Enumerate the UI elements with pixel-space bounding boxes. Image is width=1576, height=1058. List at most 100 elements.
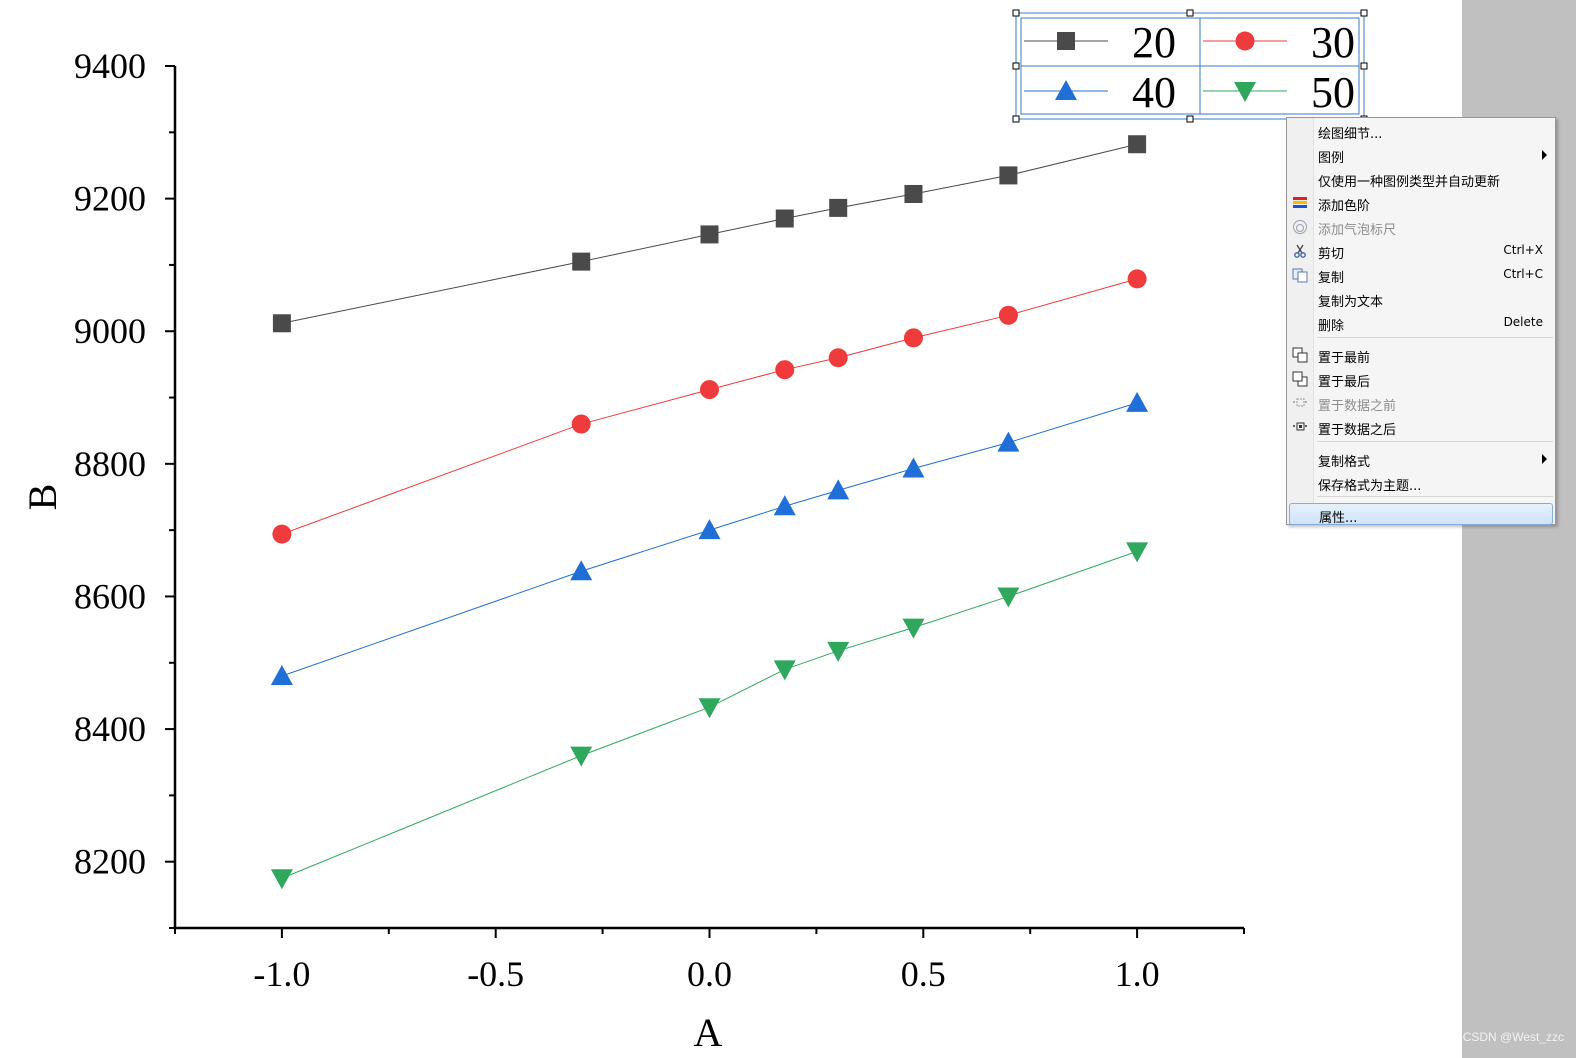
- data-point-40[interactable]: [773, 495, 796, 516]
- y-tick-label: 8800: [74, 444, 146, 484]
- menu-item-label: 添加气泡标尺: [1318, 223, 1397, 238]
- selection-handle[interactable]: [1012, 9, 1020, 17]
- legend-marker-20[interactable]: [1057, 32, 1075, 50]
- data-point-50[interactable]: [773, 660, 796, 681]
- data-point-30[interactable]: [775, 360, 795, 380]
- series-30[interactable]: [272, 269, 1147, 544]
- series-line-20[interactable]: [281, 143, 1138, 324]
- data-point-20[interactable]: [572, 252, 591, 271]
- menu-item-2[interactable]: 仅使用一种图例类型并自动更新: [1289, 168, 1553, 190]
- series-40[interactable]: [270, 391, 1149, 686]
- graph-canvas[interactable]: [0, 0, 1462, 1058]
- data-point-20[interactable]: [700, 225, 719, 244]
- data-point-20[interactable]: [775, 209, 794, 228]
- x-tick-label: -0.5: [467, 954, 524, 994]
- legend-entry-40[interactable]: 40: [1024, 68, 1176, 117]
- data-point-40[interactable]: [997, 431, 1020, 452]
- menu-item-8[interactable]: 删除 Delete: [1289, 312, 1553, 334]
- plot-series[interactable]: [270, 135, 1149, 890]
- data-point-20[interactable]: [999, 166, 1018, 185]
- data-point-20[interactable]: [1128, 135, 1147, 154]
- series-20[interactable]: [272, 135, 1147, 333]
- menu-item-label: 剪切: [1318, 247, 1345, 262]
- line-chart[interactable]: -1.0 -0.5 0.0 0.5 1.0 8200 8400 8600 8800 9000 920…: [0, 0, 1462, 1058]
- series-line-40[interactable]: [281, 402, 1138, 677]
- legend-marker-50[interactable]: [1234, 82, 1256, 102]
- menu-item-12[interactable]: 置于数据之后: [1289, 416, 1553, 438]
- data-point-30[interactable]: [571, 414, 591, 434]
- menu-item-1[interactable]: 图例: [1289, 144, 1553, 166]
- menu-item-shortcut: Ctrl+C: [1503, 267, 1543, 281]
- y-axis-title[interactable]: B: [20, 484, 65, 511]
- axes[interactable]: -1.0 -0.5 0.0 0.5 1.0 8200 8400 8600 8800 9000 920…: [74, 46, 1245, 994]
- data-point-50[interactable]: [698, 698, 721, 719]
- menu-item-label: 仅使用一种图例类型并自动更新: [1318, 175, 1501, 190]
- menu-item-5[interactable]: 剪切 Ctrl+X: [1289, 240, 1553, 262]
- data-point-20[interactable]: [829, 198, 848, 217]
- y-tick-label: 8400: [74, 709, 146, 749]
- scissors-icon: [1292, 243, 1308, 259]
- menu-item-3[interactable]: 添加色阶: [1289, 192, 1553, 214]
- menu-item-6[interactable]: 复制 Ctrl+C: [1289, 264, 1553, 286]
- data-point-40[interactable]: [570, 560, 593, 581]
- data-point-50[interactable]: [570, 746, 593, 767]
- data-point-50[interactable]: [1126, 542, 1149, 563]
- data-point-40[interactable]: [902, 457, 925, 478]
- menu-item-label: 复制为文本: [1318, 295, 1384, 310]
- legend-label-30: 30: [1311, 18, 1355, 67]
- legend-entry-30[interactable]: 30: [1203, 18, 1355, 67]
- x-tick-label: 0.0: [687, 954, 732, 994]
- data-point-50[interactable]: [902, 618, 925, 639]
- copy-icon: [1292, 267, 1308, 283]
- data-point-40[interactable]: [270, 665, 293, 686]
- data-point-50[interactable]: [827, 641, 850, 662]
- menu-item-13[interactable]: 复制格式: [1289, 448, 1553, 470]
- data-point-20[interactable]: [904, 184, 923, 203]
- selection-handle[interactable]: [1360, 62, 1368, 70]
- selection-handle[interactable]: [1186, 9, 1194, 17]
- color-scale-icon: [1292, 195, 1308, 211]
- menu-item-14[interactable]: 保存格式为主题...: [1289, 472, 1553, 494]
- menu-item-10[interactable]: 置于最后: [1289, 368, 1553, 390]
- send-to-back-icon: [1292, 371, 1308, 387]
- x-axis-title[interactable]: A: [694, 1010, 723, 1055]
- legend-marker-40[interactable]: [1055, 80, 1077, 100]
- data-point-40[interactable]: [1126, 391, 1149, 412]
- data-point-30[interactable]: [1127, 269, 1147, 289]
- series-50[interactable]: [270, 542, 1149, 890]
- menu-separator: [1317, 496, 1553, 497]
- menu-item-label: 属性...: [1319, 511, 1358, 526]
- menu-item-label: 置于最后: [1318, 375, 1371, 390]
- data-point-30[interactable]: [998, 305, 1018, 325]
- legend-marker-30[interactable]: [1235, 31, 1255, 51]
- data-point-30[interactable]: [700, 380, 719, 400]
- menu-item-7[interactable]: 复制为文本: [1289, 288, 1553, 310]
- data-point-30[interactable]: [272, 524, 292, 544]
- data-point-30[interactable]: [903, 328, 923, 348]
- data-point-50[interactable]: [997, 587, 1020, 608]
- menu-separator: [1317, 441, 1553, 442]
- y-tick-label: 8600: [74, 576, 146, 616]
- menu-item-4[interactable]: 添加气泡标尺: [1289, 216, 1553, 238]
- menu-item-15[interactable]: 属性...: [1289, 503, 1553, 526]
- selection-handle[interactable]: [1012, 115, 1020, 123]
- selection-handle[interactable]: [1012, 62, 1020, 70]
- menu-item-9[interactable]: 置于最前: [1289, 344, 1553, 366]
- data-point-40[interactable]: [698, 519, 721, 540]
- data-point-30[interactable]: [828, 348, 848, 368]
- data-point-40[interactable]: [827, 479, 850, 500]
- bring-to-front-icon: [1292, 347, 1308, 363]
- series-line-50[interactable]: [281, 550, 1138, 879]
- data-point-50[interactable]: [270, 869, 293, 890]
- selection-handle[interactable]: [1186, 115, 1194, 123]
- legend-entry-50[interactable]: 50: [1203, 68, 1355, 117]
- behind-data-icon: [1292, 419, 1308, 435]
- menu-item-0[interactable]: 绘图细节...: [1289, 120, 1553, 142]
- legend-entry-20[interactable]: 20: [1024, 18, 1176, 67]
- selection-handle[interactable]: [1360, 9, 1368, 17]
- series-line-30[interactable]: [281, 278, 1138, 535]
- menu-item-label: 复制格式: [1318, 455, 1371, 470]
- menu-item-11[interactable]: 置于数据之前: [1289, 392, 1553, 414]
- legend[interactable]: 20 30 40 50: [1012, 9, 1368, 123]
- data-point-20[interactable]: [272, 314, 291, 333]
